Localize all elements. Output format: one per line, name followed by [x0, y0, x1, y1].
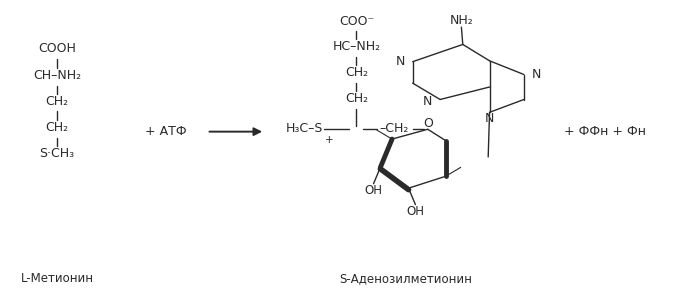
Text: H₃C–S: H₃C–S: [286, 122, 323, 135]
Text: –CH₂: –CH₂: [380, 122, 409, 135]
Text: CH–NH₂: CH–NH₂: [33, 68, 81, 82]
Text: CH₂: CH₂: [345, 92, 368, 105]
Text: CH₂: CH₂: [45, 95, 69, 108]
Text: N: N: [485, 112, 494, 125]
Text: +: +: [325, 135, 333, 145]
Text: + АТФ: + АТФ: [144, 125, 186, 138]
Text: COOH: COOH: [38, 42, 76, 55]
Text: HC–NH₂: HC–NH₂: [332, 40, 380, 53]
Text: OH: OH: [365, 184, 383, 197]
Text: L-Метионин: L-Метионин: [21, 272, 94, 286]
Text: S-Аденозилметионин: S-Аденозилметионин: [339, 272, 472, 286]
Text: + ФФн + Фн: + ФФн + Фн: [564, 125, 646, 138]
Text: N: N: [396, 55, 405, 68]
Text: CH₂: CH₂: [345, 66, 368, 79]
Text: OH: OH: [407, 205, 424, 218]
Text: S·CH₃: S·CH₃: [39, 147, 74, 160]
Text: O: O: [423, 117, 433, 130]
Text: N: N: [532, 68, 541, 81]
Text: CH₂: CH₂: [45, 121, 69, 134]
Text: COO⁻: COO⁻: [338, 15, 374, 28]
Text: N: N: [423, 95, 433, 108]
Text: NH₂: NH₂: [449, 14, 473, 27]
